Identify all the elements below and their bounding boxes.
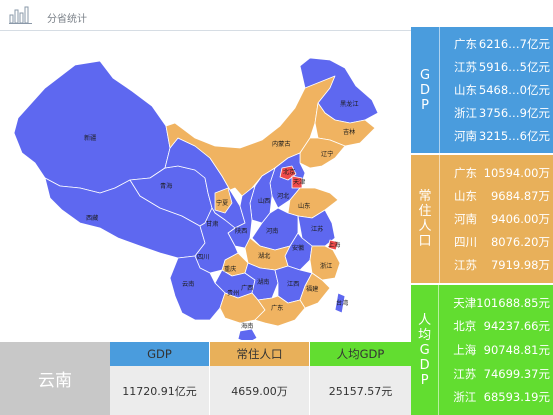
ranking-row[interactable]: 江苏 7919.98万 (454, 258, 550, 273)
province-heilongjiang[interactable] (299, 57, 379, 124)
label-chongqing: 重庆 (224, 265, 236, 273)
population-ranking-panel[interactable]: 常 住 人 口 广东 10594.00万 山东 9684.87万 河南 9406.00… (411, 155, 553, 283)
ranking-row[interactable]: 北京 94237.66元 (453, 319, 550, 334)
province-jilin[interactable] (314, 102, 376, 147)
per-capita-panel-title: 人 均 G D P (418, 312, 432, 388)
ranking-row[interactable]: 浙江 3756…9亿元 (454, 105, 550, 120)
panel-divider (438, 285, 440, 415)
province-taiwan[interactable] (334, 292, 346, 314)
label-liaoning: 辽宁 (321, 150, 333, 158)
province-ningxia[interactable] (214, 187, 233, 214)
map-labels: 黑龙江 吉林 辽宁 内蒙古 北京 天津 河北 山西 山东 宁夏 陕西 河南 江苏… (84, 100, 359, 330)
label-anhui: 安徽 (292, 244, 305, 252)
gdp-stat-value: 11720.91亿元 (110, 366, 209, 415)
ranking-row[interactable]: 四川 8076.20万 (454, 235, 550, 250)
label-zhejiang: 浙江 (320, 262, 332, 270)
ranking-row[interactable]: 天津 101688.85元 (453, 295, 550, 310)
population-panel-title: 常 住 人 口 (418, 189, 432, 249)
label-jiangxi: 江西 (287, 281, 299, 288)
label-henan: 河南 (266, 227, 278, 235)
label-hunan: 湖南 (257, 278, 269, 286)
province-guangdong[interactable] (254, 295, 306, 327)
panel-divider (439, 155, 440, 283)
china-province-map[interactable]: 黑龙江 吉林 辽宁 内蒙古 北京 天津 河北 山西 山东 宁夏 陕西 河南 江苏… (0, 28, 412, 340)
map-svg[interactable]: 黑龙江 吉林 辽宁 内蒙古 北京 天津 河北 山西 山东 宁夏 陕西 河南 江苏… (0, 28, 412, 340)
label-gansu: 甘肃 (206, 220, 218, 228)
gdp-stat: GDP 11720.91亿元 (110, 342, 209, 415)
label-guizhou: 贵州 (227, 289, 239, 297)
label-xinjiang: 新疆 (84, 134, 96, 142)
gdp-stat-label: GDP (110, 342, 209, 366)
label-ningxia: 宁夏 (216, 199, 228, 207)
ranking-row[interactable]: 浙江 68593.19元 (453, 390, 550, 405)
ranking-row[interactable]: 江苏 74699.37元 (453, 366, 550, 381)
ranking-row[interactable]: 广东 10594.00万 (454, 165, 550, 180)
label-jilin: 吉林 (343, 128, 355, 136)
ranking-row[interactable]: 河南 9406.00万 (454, 211, 550, 226)
label-taiwan: 台湾 (336, 299, 348, 307)
ranking-row[interactable]: 广东 6216…7亿元 (454, 37, 550, 52)
label-neimenggu: 内蒙古 (272, 140, 291, 148)
label-shaanxi: 陕西 (235, 227, 247, 235)
ranking-row[interactable]: 山东 5468…0亿元 (454, 82, 550, 97)
population-stat-label: 常住人口 (210, 342, 309, 366)
population-stat-value: 4659.00万 (210, 366, 309, 415)
label-qinghai: 青海 (160, 182, 172, 190)
label-jiangsu: 江苏 (311, 225, 323, 233)
per-capita-stat: 人均GDP 25157.57元 (310, 342, 411, 415)
header-divider (0, 30, 553, 31)
ranking-row[interactable]: 江苏 5916…5亿元 (454, 60, 550, 75)
label-sichuan: 四川 (197, 254, 209, 261)
label-guangdong: 广东 (271, 304, 283, 312)
per-capita-stat-label: 人均GDP (310, 342, 411, 366)
bar-chart-icon (9, 6, 32, 24)
gdp-panel-title: G D P (419, 67, 431, 113)
ranking-row[interactable]: 山东 9684.87万 (454, 188, 550, 203)
per-capita-stat-value: 25157.57元 (310, 366, 411, 415)
ranking-row[interactable]: 上海 90748.81元 (453, 342, 550, 357)
page-title: 分省统计 (47, 14, 87, 25)
label-xizang: 西藏 (86, 214, 98, 222)
province-xinjiang[interactable] (13, 60, 171, 194)
population-stat: 常住人口 4659.00万 (210, 342, 309, 415)
province-shanghai[interactable] (327, 239, 339, 251)
selected-province: 云南 (0, 342, 110, 415)
label-fujian: 福建 (306, 285, 318, 293)
province-hainan[interactable] (237, 328, 258, 340)
gdp-ranking-panel[interactable]: G D P 广东 6216…7亿元 江苏 5916…5亿元 山东 5468…0亿元 浙… (411, 27, 553, 153)
label-beijing: 北京 (283, 168, 295, 176)
province-fujian[interactable] (299, 272, 331, 309)
ranking-row[interactable]: 河南 3215…6亿元 (454, 128, 550, 143)
label-shanghai: 上海 (328, 241, 340, 249)
label-guangxi: 广西 (241, 284, 253, 292)
label-shandong: 山东 (298, 202, 310, 210)
per-capita-gdp-ranking-panel[interactable]: 人 均 G D P 天津 101688.85元 北京 94237.66元 上海 907… (411, 285, 553, 415)
label-yunnan: 云南 (182, 280, 194, 288)
app-header: 分省统计 (0, 0, 553, 31)
label-hebei: 河北 (277, 192, 290, 200)
label-tianjin: 天津 (293, 178, 305, 186)
label-hubei: 湖北 (258, 252, 271, 260)
label-shanxi: 山西 (258, 197, 270, 205)
province-detail-bar: 云南 GDP 11720.91亿元 常住人口 4659.00万 人均GDP 25… (0, 342, 411, 415)
panel-divider (439, 27, 440, 153)
label-hainan: 海南 (241, 322, 253, 330)
label-heilongjiang: 黑龙江 (340, 100, 359, 108)
